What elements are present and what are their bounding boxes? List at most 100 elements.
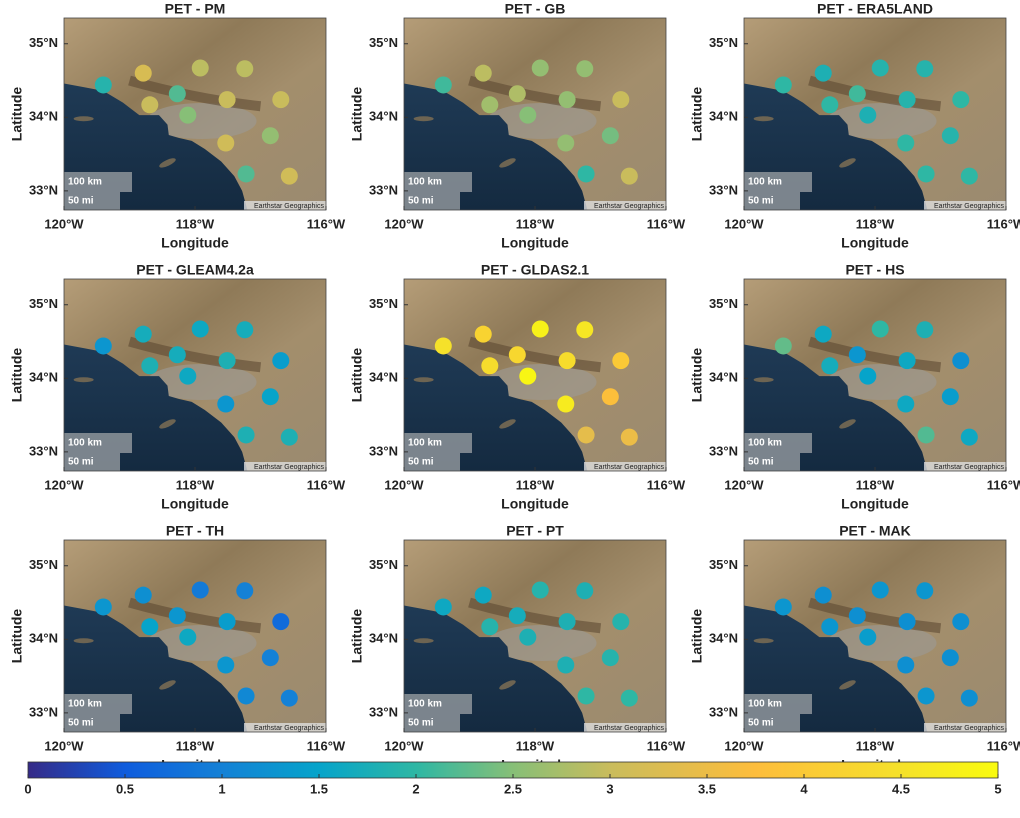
y-axis-label: Latitude <box>689 609 705 664</box>
colorbar-tick-label: 0.5 <box>116 781 134 796</box>
station-point <box>272 613 289 630</box>
station-point <box>169 85 186 102</box>
colorbar-tick-label: 3 <box>606 781 613 796</box>
x-tick-label: 116°W <box>987 216 1020 231</box>
station-point <box>179 107 196 124</box>
y-tick-label: 34°N <box>709 370 738 385</box>
station-point <box>435 598 452 615</box>
station-point <box>481 618 498 635</box>
station-point <box>815 587 832 604</box>
station-point <box>169 607 186 624</box>
station-point <box>872 321 889 338</box>
station-point <box>621 690 638 707</box>
station-point <box>532 60 549 77</box>
x-tick-label: 118°W <box>856 477 895 492</box>
station-point <box>135 587 152 604</box>
station-point <box>559 352 576 369</box>
scale-label: 50 mi <box>748 457 774 468</box>
y-tick-label: 34°N <box>709 631 738 646</box>
attribution: Earthstar Geographics <box>934 725 1005 732</box>
station-point <box>219 352 236 369</box>
station-point <box>236 321 253 338</box>
station-point <box>961 690 978 707</box>
x-tick-label: 116°W <box>647 216 686 231</box>
x-tick-label: 118°W <box>516 216 555 231</box>
scale-label: 50 mi <box>68 196 94 207</box>
station-point <box>897 396 914 413</box>
island <box>754 116 774 121</box>
y-axis-label: Latitude <box>349 87 365 142</box>
station-point <box>192 582 209 599</box>
scale-label: 50 mi <box>68 718 94 729</box>
station-point <box>961 429 978 446</box>
station-point <box>262 127 279 144</box>
map-panel: 100 km50 miEarthstar GeographicsPET - HS… <box>689 262 1020 512</box>
station-point <box>897 657 914 674</box>
station-point <box>475 326 492 343</box>
y-tick-label: 33°N <box>369 182 398 197</box>
attribution: Earthstar Geographics <box>934 464 1005 471</box>
station-point <box>918 165 935 182</box>
station-point <box>509 346 526 363</box>
station-point <box>95 598 112 615</box>
station-point <box>849 607 866 624</box>
island <box>74 116 94 121</box>
station-point <box>532 582 549 599</box>
y-axis-label: Latitude <box>689 87 705 142</box>
station-point <box>916 582 933 599</box>
scale-label: 50 mi <box>408 196 434 207</box>
x-tick-label: 118°W <box>176 477 215 492</box>
x-tick-label: 118°W <box>516 477 555 492</box>
y-tick-label: 34°N <box>709 109 738 124</box>
panel-title: PET - MAK <box>839 523 911 539</box>
y-axis-label: Latitude <box>349 609 365 664</box>
station-point <box>899 91 916 108</box>
station-point <box>481 96 498 113</box>
x-tick-label: 118°W <box>176 216 215 231</box>
scale-label: 50 mi <box>748 718 774 729</box>
y-tick-label: 33°N <box>29 182 58 197</box>
station-point <box>899 352 916 369</box>
station-point <box>519 107 536 124</box>
station-point <box>821 618 838 635</box>
panel-title: PET - PT <box>506 523 564 539</box>
station-point <box>217 135 234 152</box>
colorbar-tick-label: 0 <box>24 781 31 796</box>
scale-label: 100 km <box>408 699 442 710</box>
map-panel: 100 km50 miEarthstar GeographicsPET - GB… <box>349 1 686 251</box>
station-point <box>849 346 866 363</box>
x-tick-label: 120°W <box>384 216 424 231</box>
y-tick-label: 33°N <box>369 704 398 719</box>
y-tick-label: 35°N <box>709 296 738 311</box>
x-tick-label: 116°W <box>647 477 686 492</box>
x-tick-label: 118°W <box>176 738 215 753</box>
scale-label: 100 km <box>748 438 782 449</box>
y-tick-label: 35°N <box>29 296 58 311</box>
scale-label: 100 km <box>408 438 442 449</box>
y-axis-label: Latitude <box>9 348 25 403</box>
station-point <box>576 60 593 77</box>
station-point <box>916 60 933 77</box>
panel-title: PET - ERA5LAND <box>817 1 933 17</box>
y-tick-label: 33°N <box>369 443 398 458</box>
x-axis-label: Longitude <box>161 235 229 251</box>
island <box>754 377 774 382</box>
station-point <box>942 388 959 405</box>
panel-title: PET - GLEAM4.2a <box>136 262 254 278</box>
figure: 100 km50 miEarthstar GeographicsPET - PM… <box>0 0 1020 818</box>
x-tick-label: 116°W <box>307 738 346 753</box>
x-tick-label: 116°W <box>987 738 1020 753</box>
station-point <box>859 368 876 385</box>
x-axis-label: Longitude <box>501 496 569 512</box>
colorbar-tick-label: 3.5 <box>698 781 716 796</box>
y-axis-label: Latitude <box>9 87 25 142</box>
colorbar-tick-label: 2.5 <box>504 781 522 796</box>
station-point <box>897 135 914 152</box>
station-point <box>192 321 209 338</box>
island <box>754 638 774 643</box>
x-axis-label: Longitude <box>841 235 909 251</box>
attribution: Earthstar Geographics <box>254 725 325 732</box>
